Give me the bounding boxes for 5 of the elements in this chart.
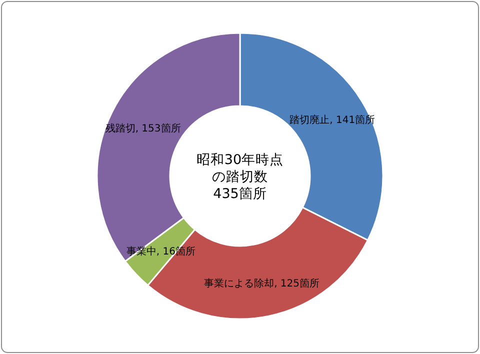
slice-label: 残踏切, 153箇所 — [105, 122, 181, 134]
text: 昭和30年時点 — [196, 152, 284, 168]
slice-label: 事業による除却, 125箇所 — [204, 277, 320, 290]
text: 435箇所 — [213, 186, 267, 202]
text: の踏切数 — [212, 169, 268, 185]
